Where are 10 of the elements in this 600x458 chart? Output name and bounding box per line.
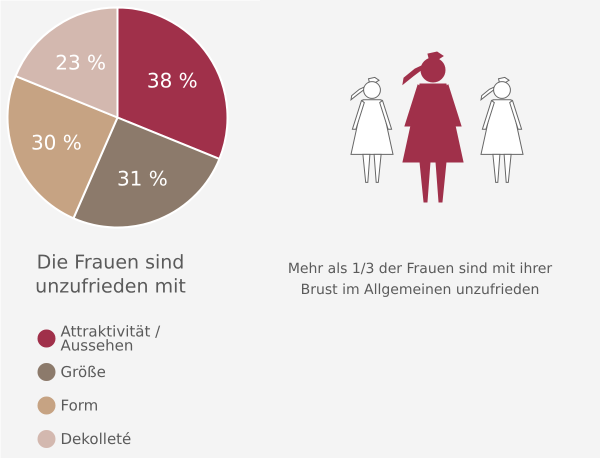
data-label: 30 % — [30, 130, 82, 154]
data-label: 23 % — [55, 50, 106, 75]
data-label: 38 % — [146, 68, 198, 93]
legend-title: Die Frauen sind unzufrieden mit — [35, 252, 186, 298]
legend-label: Attraktivität / Aussehen — [60, 322, 162, 354]
legend-label: Form — [60, 396, 98, 414]
legend-label: Größe — [60, 363, 106, 381]
text: Mehr als 1/3 der Frauen sind mit ihrer Brust im Allgemeinen unzufrieden — [286, 260, 554, 300]
data-label: 31 % — [116, 166, 168, 191]
legend-label: Dekolleté — [60, 430, 132, 448]
